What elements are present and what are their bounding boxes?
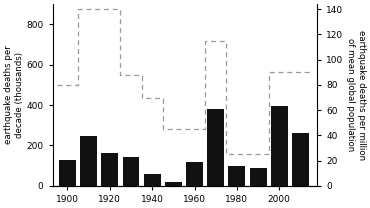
Bar bbox=[186, 162, 203, 186]
Bar bbox=[144, 174, 161, 186]
Bar bbox=[165, 182, 182, 186]
Bar bbox=[250, 168, 266, 186]
Bar bbox=[122, 157, 139, 186]
Bar bbox=[59, 160, 76, 186]
Bar bbox=[228, 166, 245, 186]
Bar bbox=[292, 133, 309, 186]
Y-axis label: earthquake deaths per
decade (thousands): earthquake deaths per decade (thousands) bbox=[4, 46, 24, 144]
Bar bbox=[80, 136, 97, 186]
Y-axis label: earthquake deaths per million
of mean global population: earthquake deaths per million of mean gl… bbox=[346, 30, 366, 160]
Bar bbox=[101, 152, 118, 186]
Bar bbox=[207, 109, 224, 186]
Bar bbox=[271, 106, 288, 186]
